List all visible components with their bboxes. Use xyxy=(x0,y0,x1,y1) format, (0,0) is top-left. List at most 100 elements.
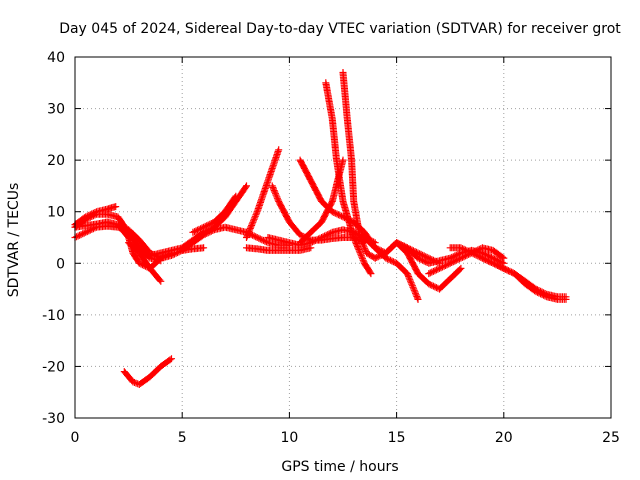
data-point xyxy=(114,221,131,240)
data-point xyxy=(146,264,164,284)
data-point xyxy=(157,277,165,285)
data-point xyxy=(322,79,336,121)
y-tick-label: 10 xyxy=(47,205,65,221)
data-point xyxy=(82,224,99,236)
data-point xyxy=(350,234,368,266)
data-point xyxy=(403,270,421,302)
data-point xyxy=(135,249,153,271)
y-tick-label: 20 xyxy=(47,153,65,169)
y-tick-label: -30 xyxy=(42,411,65,427)
data-point xyxy=(446,250,463,262)
data-point xyxy=(232,183,250,205)
data-point xyxy=(307,177,325,204)
data-point xyxy=(189,232,206,247)
data-point xyxy=(328,208,345,220)
data-point xyxy=(200,244,208,252)
series-track-8 xyxy=(178,223,293,254)
data-series xyxy=(71,69,570,388)
data-point xyxy=(285,218,303,238)
data-point xyxy=(296,230,314,247)
data-point xyxy=(178,240,196,254)
data-point xyxy=(478,254,495,266)
data-point xyxy=(125,228,142,250)
axis-ticks: 0 5 10 15 20 25 -30 -20 -10 0 10 20 30 40 xyxy=(42,50,620,446)
data-point xyxy=(296,156,314,183)
series-track-6 xyxy=(120,355,175,388)
data-point xyxy=(200,219,217,231)
data-point xyxy=(446,266,464,283)
data-point xyxy=(436,276,453,293)
series-track-9 xyxy=(189,192,240,236)
data-point xyxy=(360,259,374,276)
data-point xyxy=(275,197,293,225)
data-point xyxy=(489,246,506,261)
data-point xyxy=(168,355,175,363)
data-point xyxy=(457,264,465,272)
data-point xyxy=(489,254,506,266)
data-point xyxy=(414,249,431,261)
data-point xyxy=(328,115,340,163)
data-point xyxy=(367,270,375,278)
x-tick-label: 10 xyxy=(280,430,298,446)
series-track-11 xyxy=(243,244,315,254)
data-point xyxy=(371,250,388,262)
y-tick-label: 0 xyxy=(56,256,65,272)
data-point xyxy=(468,249,485,261)
data-point xyxy=(243,182,250,190)
y-tick-label: -20 xyxy=(42,359,65,375)
y-tick-label: 40 xyxy=(47,50,65,66)
series-track-22 xyxy=(425,244,508,278)
data-point xyxy=(489,259,506,272)
data-point xyxy=(532,285,549,297)
data-point xyxy=(446,255,463,267)
series-track-5 xyxy=(125,239,165,285)
x-tick-label: 15 xyxy=(388,430,406,446)
data-point xyxy=(436,260,453,272)
chart-title: Day 045 of 2024, Sidereal Day-to-day VTE… xyxy=(59,21,621,37)
data-point xyxy=(414,295,422,303)
data-point xyxy=(253,178,271,216)
data-point xyxy=(135,236,153,256)
series-track-10 xyxy=(243,146,283,241)
data-point xyxy=(120,368,136,385)
data-point xyxy=(478,249,495,261)
data-point xyxy=(500,254,508,262)
data-point xyxy=(360,234,378,251)
data-point xyxy=(348,156,358,204)
data-point xyxy=(135,374,153,388)
data-point xyxy=(125,239,142,256)
data-point xyxy=(146,364,164,381)
data-point xyxy=(243,209,261,241)
x-tick-label: 0 xyxy=(71,430,80,446)
data-point xyxy=(562,293,570,301)
series-track-16 xyxy=(322,79,375,278)
data-point xyxy=(307,219,324,236)
data-point xyxy=(457,244,474,256)
data-point xyxy=(82,209,99,221)
data-point xyxy=(425,265,442,278)
data-point xyxy=(232,192,240,200)
data-point xyxy=(275,146,283,154)
data-point xyxy=(318,199,336,226)
data-point xyxy=(382,254,399,266)
data-point xyxy=(343,115,355,163)
series-track-3 xyxy=(71,203,120,229)
series-track-20 xyxy=(393,239,465,293)
data-point xyxy=(333,156,347,204)
data-point xyxy=(221,194,239,216)
x-tick-label: 20 xyxy=(495,430,513,446)
data-point xyxy=(114,213,132,235)
data-point xyxy=(210,209,228,226)
plot-frame xyxy=(74,56,612,419)
data-point xyxy=(500,264,517,277)
data-point xyxy=(112,203,120,211)
data-point xyxy=(339,69,351,121)
data-point xyxy=(253,234,270,246)
data-point xyxy=(356,234,370,255)
data-point xyxy=(393,239,410,251)
data-point xyxy=(200,227,217,239)
data-point xyxy=(521,277,539,292)
y-tick-label: 30 xyxy=(47,102,65,118)
x-tick-label: 25 xyxy=(602,430,620,446)
data-point xyxy=(403,249,421,276)
